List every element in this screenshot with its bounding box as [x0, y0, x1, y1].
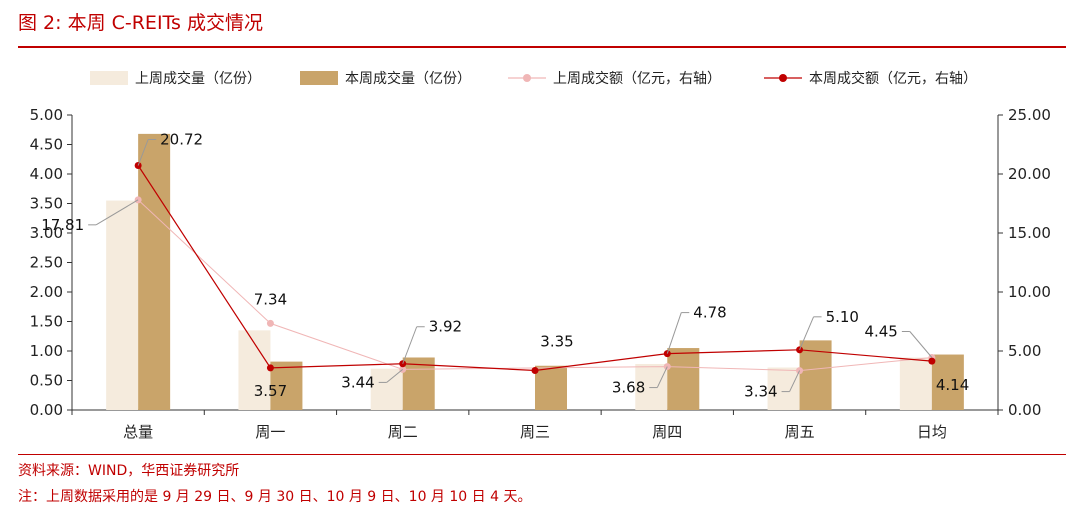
- label-leader: [789, 370, 801, 392]
- label-leader: [799, 316, 815, 351]
- label-leader: [656, 366, 668, 388]
- legend-label: 本周成交量（亿份）: [345, 70, 471, 87]
- data-label: 3.57: [254, 382, 287, 400]
- data-label: 3.68: [612, 379, 645, 397]
- data-label: 4.78: [693, 304, 726, 322]
- label-leader: [137, 139, 149, 166]
- data-label: 5.10: [826, 308, 859, 326]
- data-labels: 20.72 17.81 7.34 3.57 3.92 3.44 3.35 4.78 3.68 5.…: [41, 131, 969, 401]
- data-label: 4.45: [864, 322, 897, 340]
- left-tick-label: 2.00: [30, 283, 63, 301]
- right-tick-label: 15.00: [1008, 224, 1051, 242]
- label-leader: [666, 312, 682, 354]
- x-tick-label: 总量: [123, 423, 153, 441]
- data-label: 3.44: [341, 373, 374, 391]
- left-tick-label: 4.00: [30, 165, 63, 183]
- data-label: 3.35: [540, 332, 573, 350]
- bar-this-week: [270, 361, 303, 410]
- bar-this-week: [667, 348, 700, 410]
- left-tick-label: 4.50: [30, 136, 63, 154]
- bar-last-week: [370, 368, 403, 410]
- left-tick-label: 3.50: [30, 195, 63, 213]
- data-label: 20.72: [160, 131, 203, 149]
- label-leader: [402, 326, 418, 364]
- figure-title: 图 2: 本周 C-REITs 成交情况: [18, 12, 263, 34]
- left-tick-label: 5.00: [30, 106, 63, 124]
- bar-last-week: [635, 363, 668, 410]
- legend: 上周成交量（亿份） 本周成交量（亿份） 上周成交额（亿元，右轴） 本周成交额（亿元，右…: [90, 70, 977, 87]
- bar-this-week: [535, 365, 567, 410]
- left-tick-label: 1.00: [30, 342, 63, 360]
- legend-label: 上周成交量（亿份）: [135, 70, 261, 87]
- label-leader: [95, 199, 139, 226]
- bar-last-week: [106, 200, 139, 410]
- right-tick-label: 0.00: [1008, 401, 1041, 419]
- bars: [106, 133, 964, 410]
- right-tick-label: 20.00: [1008, 165, 1051, 183]
- label-leader: [386, 369, 404, 383]
- x-tick-label: 周五: [785, 423, 815, 441]
- point-this-week: [266, 364, 274, 372]
- right-tick-label: 5.00: [1008, 342, 1041, 360]
- legend-swatch: [90, 71, 128, 85]
- data-label: 17.81: [41, 216, 84, 234]
- right-tick-label: 10.00: [1008, 283, 1051, 301]
- left-tick-label: 3.00: [30, 224, 63, 242]
- bar-this-week: [138, 133, 171, 410]
- bar-this-week: [402, 357, 435, 410]
- x-tick-label: 日均: [917, 423, 947, 441]
- legend-marker: [779, 74, 787, 82]
- legend-label: 本周成交额（亿元，右轴）: [809, 70, 977, 87]
- data-label: 7.34: [254, 290, 287, 308]
- left-tick-label: 1.50: [30, 313, 63, 331]
- left-tick-label: 0.50: [30, 372, 63, 390]
- bar-last-week: [767, 367, 800, 410]
- note-text: 注：上周数据采用的是 9 月 29 日、9 月 30 日、10 月 9 日、10…: [18, 489, 532, 505]
- data-label: 4.14: [936, 376, 969, 394]
- left-tick-label: 0.00: [30, 401, 63, 419]
- data-label: 3.92: [429, 318, 462, 336]
- point-last-week: [266, 319, 274, 327]
- left-tick-label: 2.50: [30, 254, 63, 272]
- x-tick-label: 周二: [388, 423, 418, 441]
- data-label: 3.34: [744, 383, 777, 401]
- right-tick-label: 25.00: [1008, 106, 1051, 124]
- x-tick-label: 周一: [255, 423, 285, 441]
- label-leader: [909, 331, 933, 358]
- legend-label: 上周成交额（亿元，右轴）: [553, 70, 721, 87]
- point-this-week: [531, 366, 539, 374]
- legend-marker: [523, 74, 531, 82]
- title-rule: [18, 46, 1066, 48]
- footer-rule: [18, 454, 1066, 455]
- bar-last-week: [899, 357, 932, 410]
- point-this-week: [928, 357, 936, 365]
- axes: 0.00 0.50 1.00 1.50 2.00 2.50 3.00 3.50 4.00 4.50…: [30, 106, 1051, 441]
- x-tick-label: 周四: [652, 423, 682, 441]
- bar-this-week: [931, 354, 964, 410]
- x-tick-label: 周三: [520, 423, 550, 441]
- legend-swatch: [300, 71, 338, 85]
- source-text: 资料来源：WIND，华西证券研究所: [18, 463, 240, 479]
